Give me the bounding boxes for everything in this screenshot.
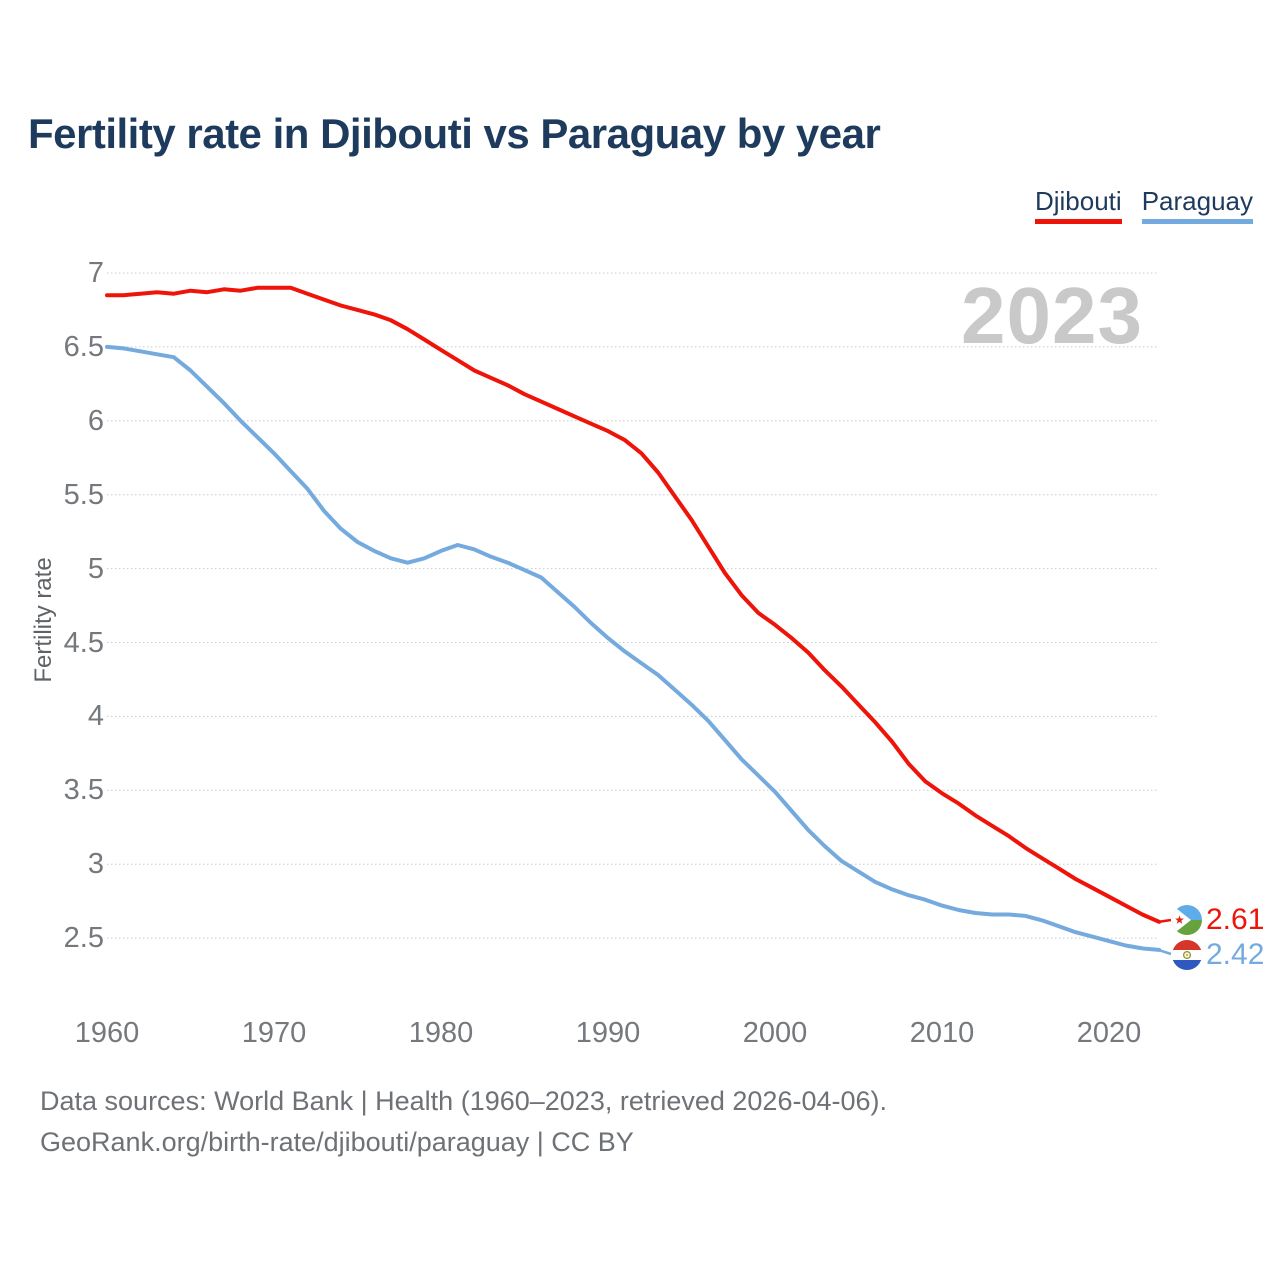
- x-tick-label: 2010: [909, 1017, 975, 1049]
- x-tick-label: 2000: [742, 1017, 808, 1049]
- y-tick-label: 6: [87, 404, 104, 437]
- x-tick-label: 1960: [74, 1017, 140, 1049]
- djibouti-flag-icon: [1172, 905, 1202, 935]
- x-tick-label: 1980: [408, 1017, 474, 1049]
- djibouti-connector-tick: [1158, 918, 1172, 924]
- footer-attribution-line: GeoRank.org/birth-rate/djibouti/paraguay…: [40, 1127, 634, 1157]
- chart-title: Fertility rate in Djibouti vs Paraguay b…: [28, 110, 881, 157]
- y-tick-label: 7: [87, 257, 104, 289]
- x-tick-label: 2020: [1076, 1017, 1142, 1049]
- footer-sources-line: Data sources: World Bank | Health (1960–…: [40, 1086, 887, 1116]
- y-tick-label: 4.5: [63, 626, 104, 659]
- legend-item-paraguay[interactable]: Paraguay: [1141, 186, 1253, 224]
- y-tick-label: 5.5: [63, 478, 104, 511]
- djibouti-value-label: 2.61: [1206, 903, 1265, 936]
- y-tick-label: 5: [87, 552, 104, 585]
- y-tick-label: 4: [87, 700, 104, 733]
- legend: Djibouti Paraguay: [1034, 186, 1253, 224]
- data-source-footer: Data sources: World Bank | Health (1960–…: [40, 1081, 887, 1163]
- y-tick-label: 3.5: [63, 774, 104, 807]
- paraguay-connector-tick: [1158, 948, 1172, 956]
- paraguay-value-label: 2.42: [1206, 938, 1265, 971]
- y-tick-label: 3: [87, 848, 104, 881]
- y-tick-label: 6.5: [63, 330, 104, 363]
- chart-series-layer: [105, 272, 1162, 952]
- y-tick-label: 2.5: [63, 922, 104, 955]
- series-line-paraguay: [105, 344, 1162, 952]
- paraguay-flag-icon: [1172, 940, 1202, 970]
- x-tick-label: 1990: [575, 1017, 641, 1049]
- watermark-year: 2023: [961, 271, 1143, 360]
- legend-item-djibouti[interactable]: Djibouti: [1034, 186, 1122, 224]
- series-line-djibouti: [105, 285, 1162, 924]
- x-tick-label: 1970: [241, 1017, 307, 1049]
